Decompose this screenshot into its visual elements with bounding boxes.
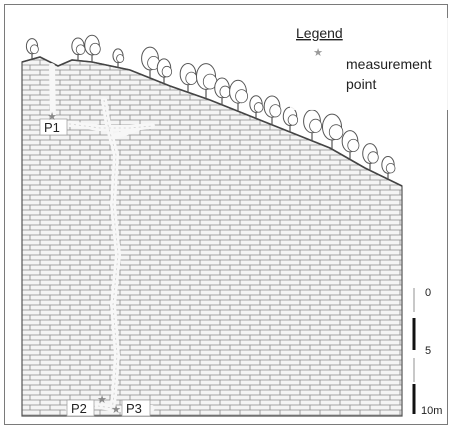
- tree-row: [25, 34, 396, 180]
- star-icon: ★: [111, 404, 121, 416]
- tree-icon: [179, 62, 198, 93]
- scale-tick-0: 0: [425, 287, 431, 299]
- tree-icon: [263, 95, 282, 125]
- tree-icon: [303, 109, 323, 141]
- star-icon: ★: [313, 47, 323, 59]
- star-icon: ★: [97, 394, 107, 406]
- ground-surface: [21, 56, 403, 187]
- tree-icon: [321, 113, 344, 150]
- scale-bar: 0 5 10m: [408, 282, 442, 420]
- tree-icon: [84, 34, 101, 62]
- entrance-shaft: [49, 63, 56, 125]
- scale-tick-5: 5: [425, 345, 431, 357]
- tree-icon: [141, 46, 161, 78]
- tree-icon: [112, 48, 125, 68]
- tree-icon: [229, 79, 249, 112]
- side-branch: [113, 125, 141, 139]
- tree-icon: [282, 106, 299, 132]
- star-icon: ★: [47, 111, 57, 123]
- point-p2: P2 ★: [66, 394, 107, 417]
- tree-icon: [341, 130, 360, 160]
- rock-mass: [21, 56, 403, 417]
- scale-tick-10: 10m: [421, 405, 442, 417]
- tree-icon: [249, 95, 264, 119]
- legend-entry-line1: measurement: [346, 56, 432, 72]
- point-p3: P3 ★: [111, 399, 151, 417]
- tree-icon: [195, 63, 218, 99]
- tree-icon: [71, 37, 86, 61]
- point-label-p2: P2: [71, 401, 87, 416]
- tree-icon: [381, 156, 396, 180]
- tree-icon: [214, 77, 231, 105]
- point-label-p3: P3: [126, 401, 142, 416]
- legend: Legend ★ measurement point: [290, 18, 448, 110]
- measurement-points: P1 ★ P2 ★ P3 ★: [39, 111, 151, 417]
- legend-title: Legend: [296, 25, 343, 41]
- legend-entry-line2: point: [346, 76, 376, 92]
- tree-icon: [156, 58, 173, 84]
- point-label-p1: P1: [44, 120, 60, 135]
- point-p1: P1 ★: [39, 111, 68, 136]
- tree-icon: [25, 38, 39, 60]
- tree-icon: [362, 143, 379, 171]
